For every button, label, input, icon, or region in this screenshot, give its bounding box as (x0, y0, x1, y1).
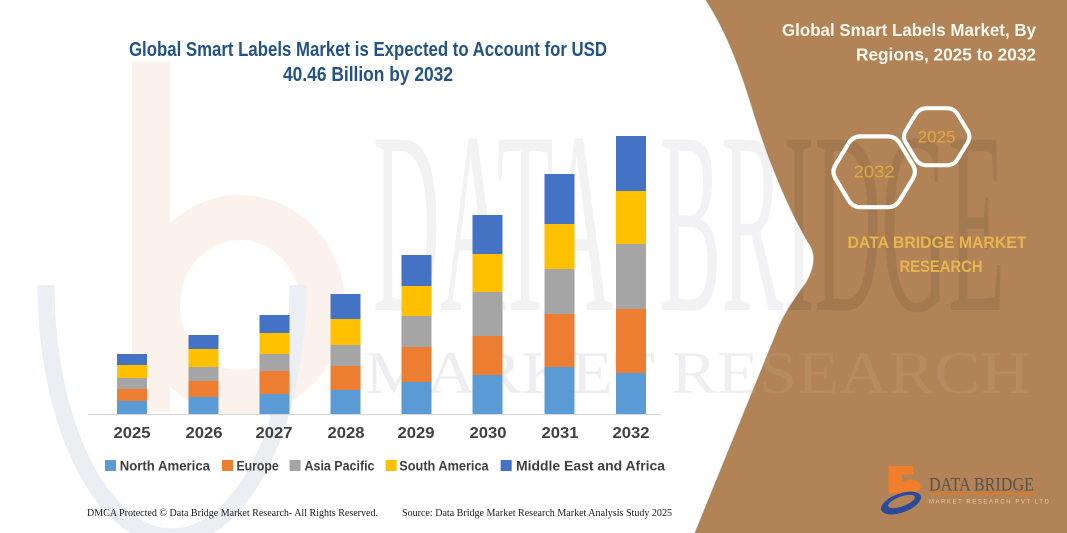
svg-text:DATA BRIDGE MARKET: DATA BRIDGE MARKET (848, 233, 1028, 252)
svg-text:Middle East and Africa: Middle East and Africa (516, 459, 666, 474)
svg-text:Europe: Europe (237, 459, 280, 474)
svg-text:2026: 2026 (186, 425, 223, 442)
svg-text:Asia Pacific: Asia Pacific (305, 459, 375, 474)
svg-text:North America: North America (120, 459, 211, 474)
svg-text:2025: 2025 (918, 128, 956, 147)
svg-text:MARKET RESEARCH: MARKET RESEARCH (365, 340, 1030, 406)
svg-text:2027: 2027 (256, 425, 293, 442)
svg-text:MARKET RESEARCH PVT LTD: MARKET RESEARCH PVT LTD (929, 500, 1050, 506)
svg-text:Global Smart Labels Market is: Global Smart Labels Market is Expected t… (129, 39, 607, 61)
svg-text:DATA BRIDGE: DATA BRIDGE (929, 475, 1034, 496)
svg-text:2028: 2028 (328, 425, 365, 442)
svg-text:2025: 2025 (114, 425, 151, 442)
svg-text:RESEARCH: RESEARCH (900, 257, 983, 276)
svg-text:2029: 2029 (398, 425, 435, 442)
svg-text:South America: South America (399, 459, 489, 474)
svg-text:2030: 2030 (470, 425, 507, 442)
svg-text:Source: Data Bridge Market Res: Source: Data Bridge Market Research Mark… (402, 508, 672, 519)
svg-text:DMCA Protected © Data Bridge M: DMCA Protected © Data Bridge Market Rese… (87, 508, 378, 519)
svg-text:2032: 2032 (854, 162, 895, 182)
svg-text:40.46 Billion by 2032: 40.46 Billion by 2032 (283, 64, 453, 86)
svg-text:2032: 2032 (613, 425, 650, 442)
svg-text:DATA BRIDGE: DATA BRIDGE (373, 79, 1005, 367)
svg-text:Regions, 2025 to 2032: Regions, 2025 to 2032 (856, 45, 1036, 65)
svg-text:Global Smart Labels Market, By: Global Smart Labels Market, By (782, 20, 1036, 40)
svg-text:2031: 2031 (542, 425, 579, 442)
